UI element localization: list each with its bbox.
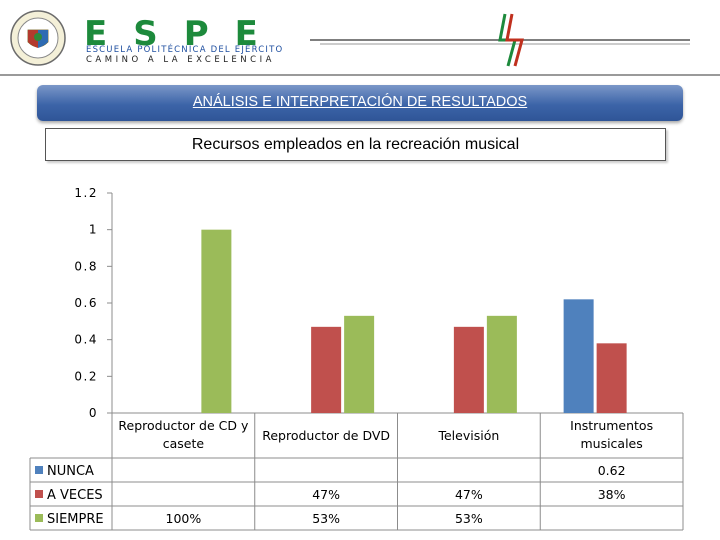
data-table-value: 38% bbox=[598, 487, 626, 502]
legend-label: A VECES bbox=[47, 488, 103, 503]
header-divider bbox=[0, 74, 720, 76]
brand-wordmark: ESPE bbox=[84, 14, 284, 54]
category-label: Televisión bbox=[437, 428, 499, 443]
bar-chart: 0 0.2 0.4 0.6 0.8 1 1.2 Reproductor de CD y case… bbox=[29, 186, 684, 531]
brand-subtitle: ESCUELA POLITÉCNICA DEL EJÉRCITO bbox=[86, 45, 284, 55]
institution-seal-icon bbox=[10, 10, 66, 66]
category-label: Reproductor de DVD bbox=[262, 428, 390, 443]
bar-siempre bbox=[344, 315, 375, 413]
bar-siempre bbox=[201, 229, 232, 413]
y-tick-label: 0.8 bbox=[74, 259, 98, 273]
y-tick-label: 0 bbox=[89, 406, 98, 420]
bar-a-veces bbox=[453, 326, 484, 413]
bar-siempre bbox=[486, 315, 517, 413]
y-tick-label: 0.4 bbox=[74, 333, 98, 347]
data-table-value: 53% bbox=[455, 511, 483, 526]
header: ESPE ESCUELA POLITÉCNICA DEL EJÉRCITO CA… bbox=[0, 0, 720, 78]
data-table-value: 47% bbox=[455, 487, 483, 502]
data-table-value: 0.62 bbox=[598, 463, 626, 478]
bar-a-veces bbox=[311, 326, 342, 413]
data-table-value: 53% bbox=[312, 511, 340, 526]
y-tick-label: 1.2 bbox=[74, 186, 98, 200]
chart-title-box: Recursos empleados en la recreación musi… bbox=[45, 128, 666, 161]
legend-label: NUNCA bbox=[47, 464, 94, 479]
data-table-value: 100% bbox=[166, 511, 202, 526]
legend-key bbox=[35, 490, 43, 498]
slide-title: ANÁLISIS E INTERPRETACIÓN DE RESULTADOS bbox=[192, 94, 528, 110]
category-label: Reproductor de CD y bbox=[118, 418, 249, 433]
bar-nunca bbox=[563, 299, 594, 413]
legend-key bbox=[35, 514, 43, 522]
slide-title-bar: ANÁLISIS E INTERPRETACIÓN DE RESULTADOS bbox=[37, 85, 683, 121]
bar-a-veces bbox=[596, 343, 627, 413]
y-tick-label: 0.2 bbox=[74, 369, 98, 383]
legend-key bbox=[35, 466, 43, 474]
decorative-flag-lines-icon bbox=[310, 13, 690, 67]
y-tick-label: 0.6 bbox=[74, 296, 98, 310]
data-table-value: 47% bbox=[312, 487, 340, 502]
chart-title: Recursos empleados en la recreación musi… bbox=[191, 136, 520, 153]
y-tick-label: 1 bbox=[89, 223, 98, 237]
category-label: musicales bbox=[580, 436, 642, 451]
category-label: Instrumentos bbox=[570, 418, 653, 433]
brand-motto: CAMINO A LA EXCELENCIA bbox=[86, 55, 275, 65]
legend-label: SIEMPRE bbox=[47, 512, 104, 527]
category-label: casete bbox=[163, 436, 205, 451]
